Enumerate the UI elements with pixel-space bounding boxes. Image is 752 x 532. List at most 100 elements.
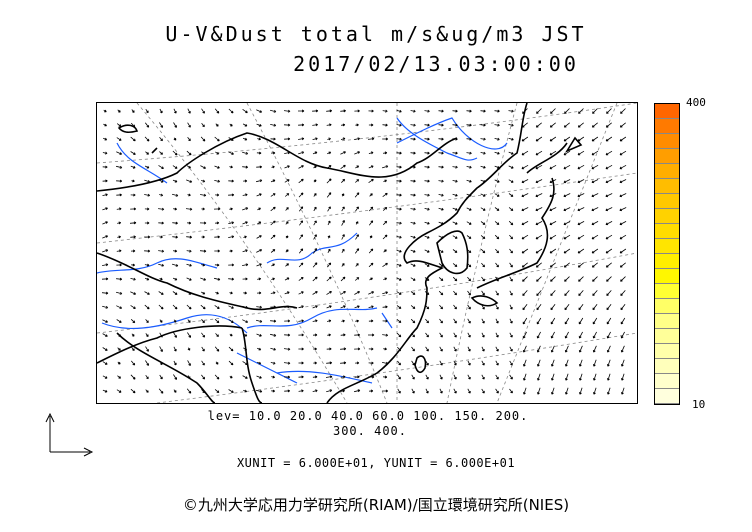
wind-arrow	[382, 319, 388, 323]
wind-arrow	[368, 262, 374, 268]
colorbar-segment	[655, 149, 679, 164]
wind-arrow	[256, 221, 262, 225]
wind-arrow	[103, 123, 107, 127]
wind-arrow	[283, 109, 291, 113]
wind-arrow	[620, 290, 626, 296]
wind-arrow	[452, 109, 458, 113]
wind-arrow	[619, 150, 627, 156]
wind-arrow	[159, 122, 163, 128]
wind-arrow	[383, 347, 387, 351]
wind-arrow	[214, 249, 220, 253]
wind-arrow	[578, 290, 584, 296]
wind-arrow	[270, 249, 276, 253]
colorbar-segment	[655, 254, 679, 269]
wind-arrow	[521, 122, 528, 128]
wind-arrow	[145, 319, 149, 323]
wind-arrow	[201, 263, 206, 267]
wind-arrow	[467, 290, 471, 296]
wind-arrow	[215, 291, 219, 295]
wind-arrow	[480, 193, 486, 197]
wind-arrow	[354, 277, 360, 281]
wind-arrow	[116, 249, 122, 253]
wind-arrow	[341, 234, 345, 240]
wind-arrow	[410, 193, 416, 197]
wind-arrow	[131, 347, 135, 351]
wind-arrow	[187, 221, 192, 225]
wind-arrow	[397, 374, 401, 380]
wind-arrow	[173, 389, 177, 393]
wind-arrow	[368, 151, 374, 155]
wind-arrow	[509, 374, 513, 380]
wind-arrow	[200, 136, 206, 142]
wind-arrow	[592, 331, 597, 339]
wind-arrow	[312, 375, 318, 379]
wind-arrow	[466, 221, 472, 225]
wind-arrow	[521, 207, 529, 212]
border	[97, 252, 298, 311]
wind-arrow	[523, 359, 527, 367]
parallel-line	[97, 103, 637, 164]
coastlines	[97, 103, 583, 403]
wind-arrow	[144, 179, 151, 183]
wind-arrow	[564, 290, 570, 296]
wind-arrow	[509, 248, 513, 254]
wind-arrow	[144, 304, 150, 310]
wind-arrow	[355, 221, 359, 225]
colorbar-segment	[655, 104, 679, 119]
wind-arrow	[242, 361, 248, 365]
wind-arrow	[131, 333, 135, 337]
wind-arrow	[214, 374, 220, 380]
wind-arrow	[298, 291, 304, 295]
wind-arrow	[186, 263, 192, 267]
wind-arrow	[144, 235, 151, 239]
wind-arrow	[145, 389, 149, 393]
wind-arrow	[368, 347, 374, 351]
wind-arrow	[327, 137, 331, 141]
colorbar	[654, 103, 680, 405]
wind-arrow	[172, 304, 178, 310]
wind-arrow	[242, 108, 248, 114]
map-title: U-V&Dust total m/s&ug/m3 JST	[165, 22, 587, 46]
wind-arrow	[144, 193, 151, 197]
wind-arrow	[284, 193, 290, 197]
wind-arrow	[438, 207, 444, 211]
wind-arrow	[480, 221, 486, 225]
wind-arrow	[495, 332, 499, 338]
wind-arrow	[452, 179, 458, 183]
wind-arrow	[577, 193, 585, 198]
wind-arrow	[215, 193, 220, 197]
wind-arrow	[593, 359, 597, 367]
wind-arrow	[591, 164, 599, 170]
wind-arrow	[201, 207, 205, 211]
wind-arrow	[549, 122, 556, 128]
parallel-line	[156, 332, 637, 403]
wind-arrow	[368, 206, 374, 212]
wind-arrow	[453, 290, 457, 296]
wind-arrow	[424, 263, 430, 267]
wind-arrow	[411, 346, 415, 352]
wind-arrow	[481, 276, 485, 282]
wind-arrow	[355, 165, 360, 169]
wind-arrow	[341, 389, 345, 393]
wind-arrow	[452, 137, 458, 141]
wind-arrow	[563, 193, 571, 198]
wind-arrow	[563, 207, 571, 212]
wind-arrow	[564, 303, 570, 311]
wind-arrow	[549, 207, 557, 212]
colorbar-segment	[655, 164, 679, 179]
wind-arrow	[102, 193, 108, 197]
wind-arrow	[173, 207, 178, 211]
wind-arrow	[382, 291, 388, 295]
wind-arrow	[383, 220, 388, 226]
wind-arrow	[340, 164, 346, 170]
wind-arrow	[480, 207, 486, 211]
wind-arrow	[312, 319, 318, 323]
colorbar-segment	[655, 344, 679, 359]
wind-arrow	[453, 318, 457, 324]
wind-arrow	[592, 303, 598, 311]
lat-lon-grid	[97, 103, 637, 403]
wind-arrow	[438, 123, 444, 127]
wind-arrow	[382, 123, 388, 127]
wind-arrow	[549, 248, 557, 254]
wind-arrow	[549, 262, 556, 268]
